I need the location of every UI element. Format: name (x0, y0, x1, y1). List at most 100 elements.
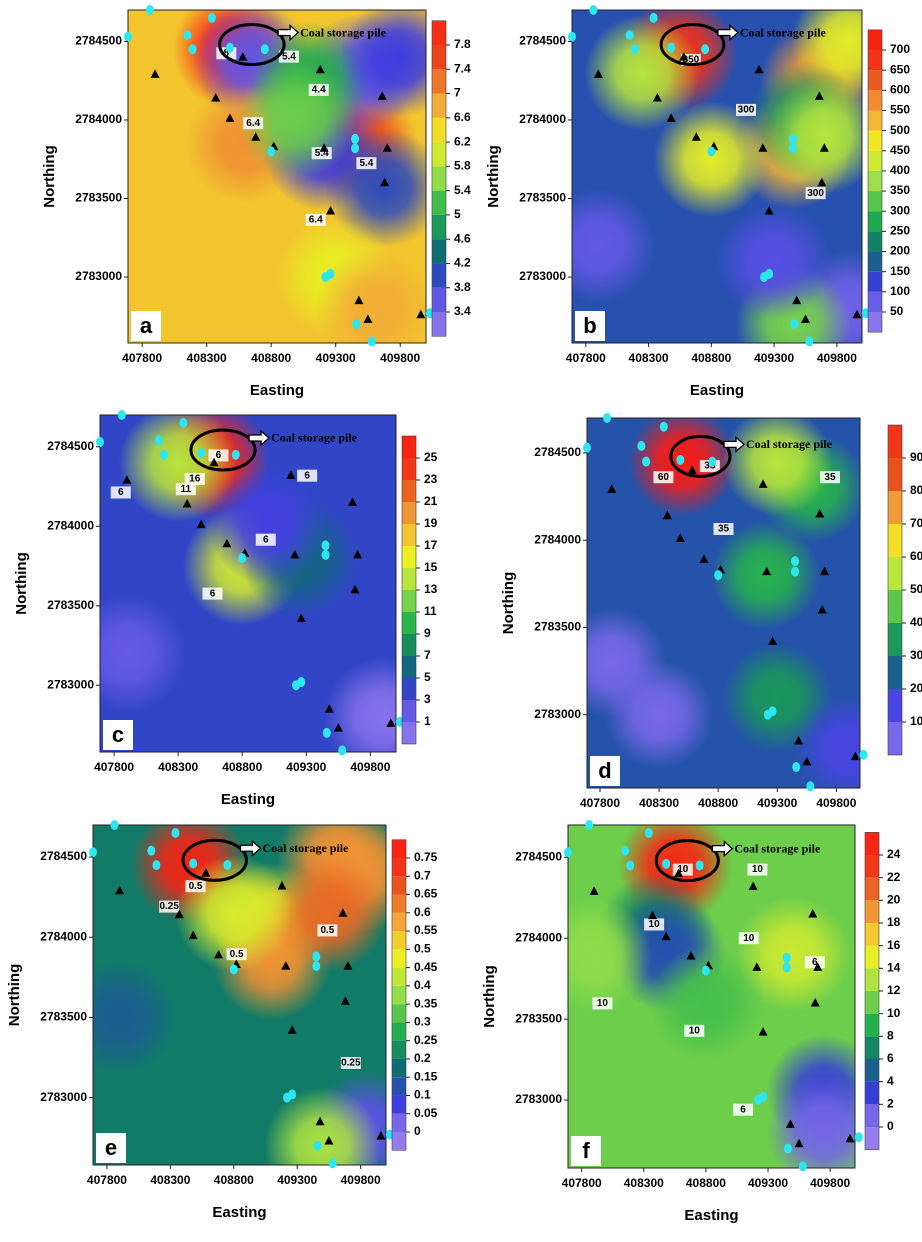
y-tick-label: 2784000 (40, 929, 87, 943)
sampling-triangle (281, 961, 291, 970)
annotation-arrow (277, 24, 300, 41)
x-tick-label: 407800 (94, 760, 134, 774)
contour-label-box (185, 880, 206, 893)
contour-label-box (159, 900, 180, 913)
colorbar-band (865, 968, 879, 991)
sampling-well (708, 456, 717, 467)
colorbar-band (392, 1077, 406, 1096)
hotspot (263, 1087, 382, 1165)
annotation: Coal storage pile (746, 437, 833, 451)
sampling-triangle (343, 961, 353, 970)
contour-label: 11 (181, 484, 192, 495)
sampling-triangle (188, 930, 198, 940)
sampling-triangle (647, 910, 657, 920)
panel-label: c (112, 722, 124, 747)
colorbar-band (392, 985, 406, 1005)
contour-label-box (356, 157, 377, 170)
panel-label-box (96, 1133, 126, 1163)
colorbar-band (868, 150, 882, 171)
x-tick-label: 409800 (810, 1176, 850, 1190)
x-tick-label: 408800 (686, 1176, 726, 1190)
annotation-arrow (248, 429, 271, 447)
colorbar-band (868, 291, 882, 312)
colorbar-tick-label: 0.55 (414, 923, 438, 937)
contour-label: 10 (597, 998, 609, 1009)
sampling-triangle (122, 475, 132, 484)
sampling-triangle (820, 566, 830, 576)
colorbar-band (402, 722, 416, 744)
contour-label-box (340, 1057, 361, 1069)
contour-label: 10 (743, 933, 755, 944)
x-axis-title: Easting (684, 1207, 738, 1224)
colorbar-band (402, 612, 416, 634)
annotation-arrow (239, 839, 262, 857)
contour-label: 0.25 (159, 901, 179, 912)
sampling-triangle (182, 499, 192, 508)
sampling-triangle (214, 949, 224, 959)
sampling-triangle (801, 314, 811, 323)
coal-pile-ring (181, 838, 248, 882)
sampling-well (859, 749, 868, 760)
sampling-triangle (764, 206, 774, 215)
sampling-well (183, 30, 192, 41)
contour-label-box (747, 863, 768, 876)
colorbar-band (888, 590, 902, 623)
contour-label-box (733, 1103, 754, 1116)
sampling-well (791, 566, 799, 577)
sampling-triangle (326, 206, 336, 215)
sampling-triangle (347, 497, 357, 506)
contour-label-box (202, 587, 223, 600)
colorbar-band (865, 832, 879, 855)
colorbar-tick-label: 4.6 (454, 231, 471, 245)
sampling-triangle (810, 997, 820, 1007)
sampling-triangle (363, 314, 373, 323)
colorbar-tick-label: 200 (890, 244, 910, 258)
colorbar-tick-label: 7.4 (454, 61, 471, 75)
annotation-arrow (723, 435, 745, 453)
colorbar-band (868, 110, 882, 131)
sampling-triangle (802, 756, 812, 766)
plot-frame (586, 417, 861, 789)
sampling-triangle (211, 92, 221, 102)
colorbar-tick-label: 0 (414, 1124, 421, 1138)
y-axis-title: Northing (485, 145, 502, 207)
sampling-well (147, 845, 156, 856)
sampling-triangle (748, 881, 758, 890)
contour-label: 6 (812, 957, 818, 968)
colorbar-band (865, 1059, 879, 1082)
panel-label-box (131, 311, 161, 341)
colorbar-band (402, 590, 416, 612)
plot-frame (127, 9, 427, 344)
colorbar-band (432, 20, 446, 45)
colorbar-tick-label: 0.05 (414, 1106, 438, 1120)
y-axis-title: Northing (6, 964, 23, 1026)
colorbar-tick-label: 13 (424, 582, 438, 596)
sampling-well (207, 12, 216, 23)
contour-label-box (736, 103, 756, 116)
colorbar-tick-label: 7 (454, 86, 461, 100)
colorbar-band (392, 1040, 406, 1059)
colorbar-tick-label: 24 (887, 847, 901, 861)
colorbar-band (402, 436, 416, 458)
colorbar-tick-label: 50 (890, 304, 904, 318)
sampling-triangle (758, 143, 768, 152)
y-tick-label: 2783500 (515, 1011, 562, 1025)
sampling-triangle (662, 510, 672, 520)
x-axis-title: Easting (212, 1204, 266, 1221)
x-tick-label: 408300 (629, 351, 669, 365)
sampling-well (189, 858, 198, 869)
colorbar-tick-label: 60 (910, 549, 922, 563)
colorbar-band (865, 1104, 879, 1127)
x-tick-label: 409300 (757, 796, 797, 810)
contour-label-box (738, 932, 759, 945)
sampling-triangle (850, 751, 860, 761)
contour-label: 35 (718, 524, 730, 535)
colorbar-band (865, 923, 879, 946)
sampling-triangle (238, 52, 248, 61)
sampling-triangle (679, 52, 689, 61)
x-tick-label: 409300 (286, 760, 326, 774)
colorbar-tick-label: 4 (887, 1074, 894, 1088)
coal-pile-ring (654, 839, 720, 883)
sampling-well (267, 146, 276, 157)
y-tick-label: 2784500 (40, 849, 87, 863)
